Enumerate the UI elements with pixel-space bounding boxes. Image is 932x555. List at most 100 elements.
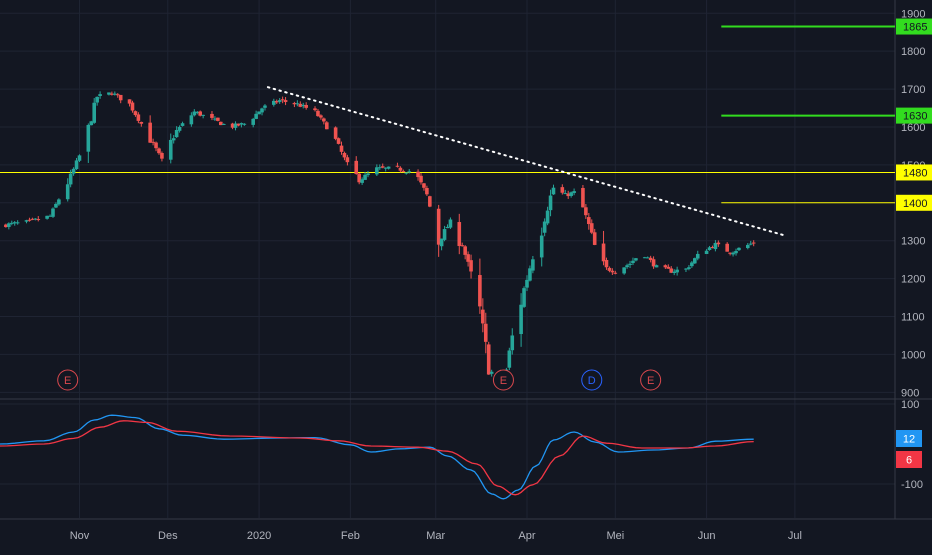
candle-body — [734, 250, 738, 254]
candle-body — [192, 111, 197, 116]
price-tick-label: 1900 — [901, 8, 925, 20]
candle-body — [174, 129, 179, 138]
candle-body — [139, 121, 144, 124]
candle-body — [560, 187, 565, 193]
candle-body — [460, 245, 465, 247]
candle-body — [483, 323, 488, 342]
candle-body — [48, 215, 52, 217]
candle-body — [695, 253, 700, 259]
candle-body — [110, 93, 114, 95]
candle-body — [428, 196, 432, 207]
candle-body — [551, 187, 556, 195]
candle-body — [675, 269, 679, 273]
price-tick-label: 900 — [901, 387, 919, 399]
oscillator-line-12 — [0, 414, 754, 500]
candle-body — [65, 184, 70, 200]
candle-body — [463, 246, 467, 255]
candle-body — [74, 160, 79, 170]
candle-body — [489, 371, 494, 374]
candle-body — [201, 114, 205, 116]
time-tick-label: Jun — [698, 530, 716, 542]
candle-body — [587, 217, 591, 225]
earnings-event-marker[interactable] — [492, 369, 514, 391]
osc-value-label-6: 6 — [906, 455, 912, 467]
event-marker-label: E — [500, 375, 507, 387]
event-marker-label: E — [64, 375, 71, 387]
price-tick-label: 1000 — [901, 349, 925, 361]
level-label-1480: 1480 — [903, 167, 927, 179]
candle-body — [339, 145, 344, 152]
candle-body — [260, 108, 264, 113]
candle-body — [157, 148, 161, 154]
candle-body — [654, 265, 659, 268]
candle-body — [625, 265, 629, 268]
candle-body — [569, 192, 573, 196]
candle-body — [45, 215, 49, 219]
candle-body — [363, 174, 367, 180]
candle-body — [333, 127, 338, 139]
candle-body — [645, 257, 650, 259]
candle-body — [445, 226, 450, 229]
candle-body — [254, 113, 258, 119]
level-tag-1865 — [896, 18, 932, 35]
candle-body — [295, 103, 300, 105]
candle-body — [748, 243, 753, 245]
candle-body — [36, 219, 41, 221]
candle-body — [151, 141, 155, 143]
descending-trendline[interactable] — [266, 86, 785, 237]
candle-body — [448, 219, 453, 228]
candle-body — [133, 111, 138, 116]
price-tick-label: 1100 — [901, 312, 925, 324]
candle-body — [68, 173, 73, 185]
candle-body — [301, 104, 306, 107]
candle-body — [242, 123, 247, 125]
candle-body — [545, 210, 550, 224]
candle-body — [693, 258, 697, 264]
candle-body — [457, 222, 462, 247]
candle-body — [531, 259, 535, 271]
candle-body — [210, 113, 214, 118]
candle-body — [539, 235, 544, 258]
dividend-event-marker[interactable] — [581, 369, 603, 391]
candle-body — [160, 153, 164, 159]
level-tag-1400 — [896, 194, 932, 211]
candle-body — [9, 222, 14, 224]
level-tag-1480 — [896, 164, 932, 181]
candle-body — [298, 103, 303, 107]
earnings-event-marker[interactable] — [640, 369, 662, 391]
candle-body — [731, 252, 735, 255]
candle-body — [345, 157, 350, 163]
osc-tick-label: 100 — [901, 399, 919, 411]
candle-body — [77, 155, 82, 161]
event-marker-label: D — [588, 375, 596, 387]
candle-body — [271, 100, 276, 105]
candle-body — [148, 122, 152, 143]
candle-body — [115, 94, 120, 96]
candle-body — [136, 114, 141, 121]
price-tick-label: 1600 — [901, 122, 925, 134]
candle-body — [336, 138, 341, 144]
time-tick-label: Des — [158, 530, 178, 542]
candle-body — [219, 121, 223, 126]
candle-body — [154, 142, 158, 149]
candle-body — [230, 123, 235, 128]
candle-body — [4, 224, 8, 228]
candle-body — [745, 244, 750, 249]
candle-body — [589, 223, 594, 233]
candle-body — [404, 172, 409, 174]
candle-body — [304, 105, 308, 108]
candle-body — [180, 123, 185, 126]
candle-body — [283, 100, 288, 102]
candle-body — [507, 350, 512, 368]
candle-body — [716, 242, 721, 245]
candle-body — [322, 118, 326, 122]
earnings-event-marker[interactable] — [57, 369, 79, 391]
candle-body — [481, 309, 485, 324]
time-tick-label: Feb — [341, 530, 360, 542]
candle-body — [469, 260, 473, 272]
candle-body — [27, 219, 32, 221]
osc-value-tag-12 — [896, 430, 922, 447]
level-label-1630: 1630 — [903, 111, 927, 123]
